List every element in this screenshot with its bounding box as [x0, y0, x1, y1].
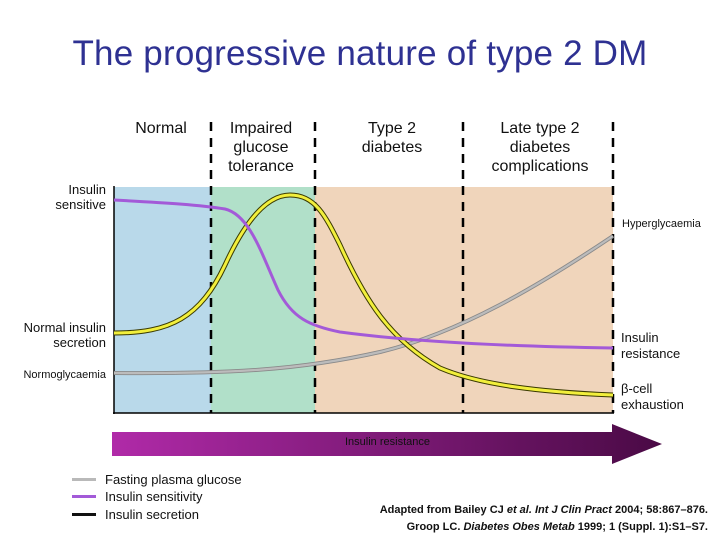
legend-item-secretion: Insulin secretion	[72, 506, 272, 523]
zone-impaired-glucose-tolerance	[211, 187, 315, 413]
legend-swatch-glucose	[72, 478, 96, 481]
legend-swatch-secretion	[72, 513, 96, 516]
label-beta-cell-exhaustion: β-cell exhaustion	[621, 381, 684, 412]
legend-item-sensitivity: Insulin sensitivity	[72, 488, 272, 505]
legend-swatch-sensitivity	[72, 495, 96, 498]
label-normal-insulin-secretion: Normal insulin secretion	[23, 320, 106, 350]
legend-label: Insulin sensitivity	[105, 489, 203, 504]
stage-label-late-complications: Late type 2 diabetes complications	[491, 120, 589, 175]
citation-line-1: Adapted from Bailey CJ et al. Int J Clin…	[379, 504, 708, 516]
fasting-plasma-glucose-curve	[113, 234, 615, 376]
insulin-sensitivity-curve	[113, 198, 614, 350]
label-normoglycaemia: Normoglycaemia	[23, 369, 106, 381]
citation: Adapted from Bailey CJ et al. Int J Clin…	[330, 502, 708, 536]
insulin-resistance-arrow	[112, 424, 662, 464]
citation-line-2: Groop LC. Diabetes Obes Metab 1999; 1 (S…	[406, 521, 708, 533]
legend-label: Insulin secretion	[105, 507, 199, 522]
label-insulin-sensitive: Insulin sensitive	[55, 182, 106, 212]
stage-label-impaired-glucose-tolerance: Impaired glucose tolerance	[228, 120, 294, 175]
stage-label-normal: Normal	[135, 120, 187, 137]
legend-item-glucose: Fasting plasma glucose	[72, 471, 272, 488]
insulin-resistance-arrow-label: Insulin resistance	[345, 436, 430, 448]
label-hyperglycaemia: Hyperglycaemia	[622, 218, 701, 230]
zone-normal	[114, 187, 211, 413]
label-insulin-resistance-right: Insulin resistance	[621, 330, 681, 361]
slide-title: The progressive nature of type 2 DM	[72, 34, 648, 73]
stage-label-type-2-diabetes: Type 2 diabetes	[361, 120, 423, 156]
legend-label: Fasting plasma glucose	[105, 472, 242, 487]
insulin-secretion-curve	[113, 192, 614, 398]
